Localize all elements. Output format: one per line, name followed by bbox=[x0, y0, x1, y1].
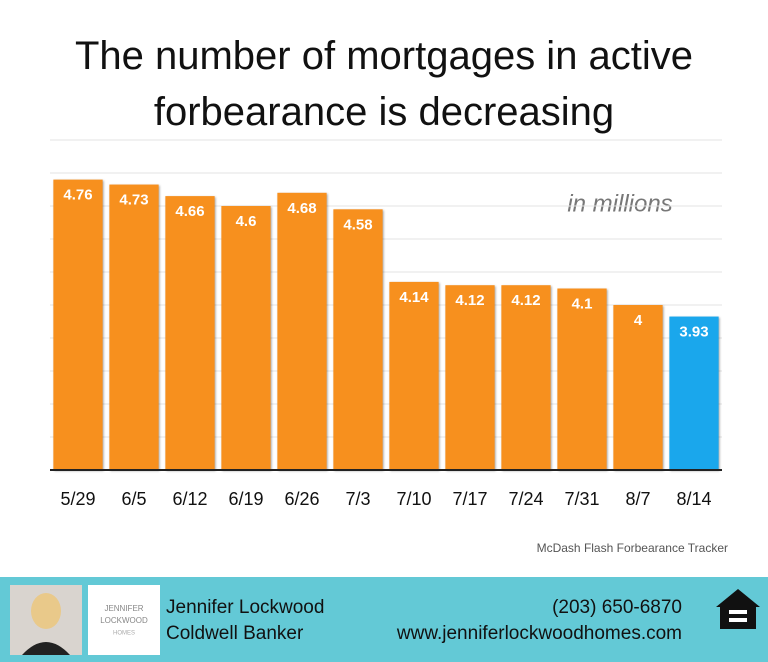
value-label: 4.73 bbox=[119, 192, 148, 209]
value-label: 4.6 bbox=[236, 213, 257, 230]
source: McDash Flash Forbearance Tracker bbox=[537, 541, 728, 555]
equal-housing-icon bbox=[729, 610, 747, 614]
bar bbox=[613, 305, 663, 470]
x-tick-label: 8/14 bbox=[676, 489, 711, 509]
x-tick-label: 7/24 bbox=[508, 489, 543, 509]
bar bbox=[53, 179, 103, 470]
agent-photo-body bbox=[22, 642, 70, 655]
footer-graphics: JENNIFER LOCKWOOD HOMES bbox=[10, 585, 760, 655]
x-tick-label: 6/19 bbox=[228, 489, 263, 509]
x-tick-label: 7/31 bbox=[564, 489, 599, 509]
chart: in millions McDash Flash Forbearance Tra… bbox=[50, 139, 728, 555]
x-tick-label: 7/17 bbox=[452, 489, 487, 509]
bar bbox=[557, 288, 607, 470]
bar bbox=[165, 196, 215, 470]
value-label: 4.12 bbox=[455, 292, 484, 309]
x-tick-label: 7/10 bbox=[396, 489, 431, 509]
agent-photo-hair bbox=[31, 593, 61, 629]
value-label: 4 bbox=[634, 312, 643, 329]
bar bbox=[109, 184, 159, 471]
equal-housing-icon bbox=[716, 589, 760, 629]
bar bbox=[221, 206, 271, 470]
company: Coldwell Banker bbox=[166, 623, 304, 644]
logo-text: LOCKWOOD bbox=[100, 616, 148, 625]
bar bbox=[501, 285, 551, 470]
bar bbox=[389, 281, 439, 470]
x-tick-label: 6/26 bbox=[284, 489, 319, 509]
value-label: 4.58 bbox=[343, 216, 372, 233]
value-label: 4.66 bbox=[175, 203, 204, 220]
website: www.jenniferlockwoodhomes.com bbox=[396, 623, 682, 644]
logo-text: HOMES bbox=[113, 631, 135, 637]
bar bbox=[333, 209, 383, 471]
agent-name: Jennifer Lockwood bbox=[166, 597, 325, 618]
bar bbox=[669, 316, 719, 470]
logo-text: JENNIFER bbox=[104, 604, 143, 613]
phone: (203) 650-6870 bbox=[552, 597, 682, 618]
bar bbox=[445, 285, 495, 470]
value-label: 4.1 bbox=[572, 295, 593, 312]
x-tick-label: 7/3 bbox=[345, 489, 370, 509]
value-label: 4.76 bbox=[63, 187, 92, 204]
x-tick-label: 8/7 bbox=[625, 489, 650, 509]
equal-housing-icon bbox=[729, 618, 747, 622]
value-label: 4.12 bbox=[511, 292, 540, 309]
value-label: 4.68 bbox=[287, 200, 316, 217]
value-label: 3.93 bbox=[679, 324, 708, 341]
x-tick-label: 6/12 bbox=[172, 489, 207, 509]
annotation: in millions bbox=[567, 190, 672, 217]
footer: JENNIFER LOCKWOOD HOMES Jennifer Lockwoo… bbox=[0, 577, 768, 662]
logo-box bbox=[88, 585, 160, 655]
chart-title: The number of mortgages in active forbea… bbox=[74, 34, 694, 134]
bar bbox=[277, 192, 327, 471]
value-label: 4.14 bbox=[399, 289, 429, 306]
x-tick-label: 5/29 bbox=[60, 489, 95, 509]
x-tick-label: 6/5 bbox=[121, 489, 146, 509]
